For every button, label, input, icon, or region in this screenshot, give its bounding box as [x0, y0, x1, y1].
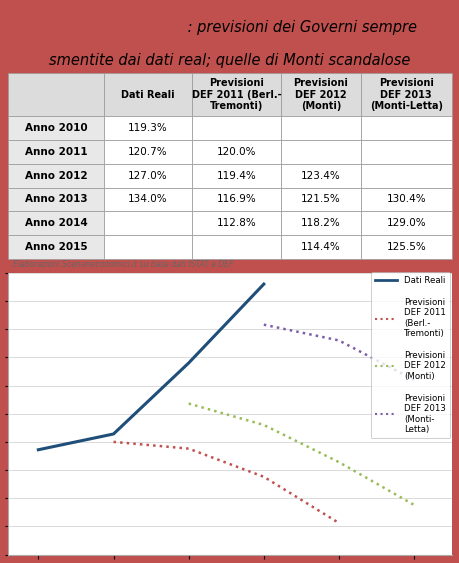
Text: 120.0%: 120.0% [217, 147, 256, 157]
FancyBboxPatch shape [103, 235, 192, 259]
FancyBboxPatch shape [8, 187, 103, 211]
Text: 112.8%: 112.8% [216, 218, 256, 228]
FancyBboxPatch shape [280, 164, 360, 187]
Text: 114.4%: 114.4% [300, 242, 340, 252]
Text: 118.2%: 118.2% [300, 218, 340, 228]
FancyBboxPatch shape [280, 235, 360, 259]
FancyBboxPatch shape [360, 164, 451, 187]
FancyBboxPatch shape [103, 140, 192, 164]
Text: 127.0%: 127.0% [128, 171, 168, 181]
Text: 119.4%: 119.4% [216, 171, 256, 181]
Text: Previsioni
DEF 2013
(Monti-Letta): Previsioni DEF 2013 (Monti-Letta) [369, 78, 442, 111]
FancyBboxPatch shape [8, 235, 103, 259]
Text: Anno 2013: Anno 2013 [25, 194, 87, 204]
Text: Previsioni
DEF 2011 (Berl.-
Tremonti): Previsioni DEF 2011 (Berl.- Tremonti) [191, 78, 281, 111]
Text: Anno 2011: Anno 2011 [25, 147, 87, 157]
FancyBboxPatch shape [8, 140, 103, 164]
FancyBboxPatch shape [103, 211, 192, 235]
FancyBboxPatch shape [8, 117, 103, 140]
Text: Previsioni
DEF 2012
(Monti): Previsioni DEF 2012 (Monti) [293, 78, 347, 111]
FancyBboxPatch shape [360, 211, 451, 235]
FancyBboxPatch shape [360, 117, 451, 140]
FancyBboxPatch shape [103, 73, 192, 117]
FancyBboxPatch shape [280, 117, 360, 140]
FancyBboxPatch shape [280, 140, 360, 164]
FancyBboxPatch shape [280, 187, 360, 211]
FancyBboxPatch shape [192, 140, 280, 164]
Text: 134.0%: 134.0% [128, 194, 168, 204]
FancyBboxPatch shape [280, 73, 360, 117]
FancyBboxPatch shape [280, 211, 360, 235]
FancyBboxPatch shape [192, 211, 280, 235]
Text: Elaborazioni Scenarieconomici.it su base dati ISTAT e DEF: Elaborazioni Scenarieconomici.it su base… [13, 260, 233, 269]
Text: 125.5%: 125.5% [386, 242, 425, 252]
Text: Anno 2015: Anno 2015 [25, 242, 87, 252]
Text: 119.3%: 119.3% [128, 123, 168, 133]
Text: 116.9%: 116.9% [216, 194, 256, 204]
FancyBboxPatch shape [103, 117, 192, 140]
FancyBboxPatch shape [360, 235, 451, 259]
Text: Dati Reali: Dati Reali [121, 90, 174, 100]
Text: 130.4%: 130.4% [386, 194, 425, 204]
FancyBboxPatch shape [192, 117, 280, 140]
FancyBboxPatch shape [192, 73, 280, 117]
Text: : previsioni dei Governi sempre: : previsioni dei Governi sempre [183, 20, 416, 35]
Text: Anno 2014: Anno 2014 [24, 218, 87, 228]
Text: Anno 2012: Anno 2012 [25, 171, 87, 181]
FancyBboxPatch shape [8, 211, 103, 235]
FancyBboxPatch shape [103, 164, 192, 187]
FancyBboxPatch shape [360, 187, 451, 211]
Text: smentite dai dati real; quelle di Monti scandalose: smentite dai dati real; quelle di Monti … [49, 53, 410, 68]
Text: 121.5%: 121.5% [300, 194, 340, 204]
FancyBboxPatch shape [103, 187, 192, 211]
Legend: Dati Reali, Previsioni
DEF 2011
(Berl.-
Tremonti), Previsioni
DEF 2012
(Monti), : Dati Reali, Previsioni DEF 2011 (Berl.- … [370, 272, 449, 439]
Text: 129.0%: 129.0% [386, 218, 425, 228]
FancyBboxPatch shape [8, 73, 103, 117]
FancyBboxPatch shape [192, 164, 280, 187]
Text: Anno 2010: Anno 2010 [25, 123, 87, 133]
Text: 120.7%: 120.7% [128, 147, 168, 157]
Text: 123.4%: 123.4% [300, 171, 340, 181]
Text: Debito Pubblico: Debito Pubblico [22, 20, 157, 35]
FancyBboxPatch shape [192, 235, 280, 259]
FancyBboxPatch shape [360, 73, 451, 117]
FancyBboxPatch shape [192, 187, 280, 211]
FancyBboxPatch shape [360, 140, 451, 164]
FancyBboxPatch shape [8, 164, 103, 187]
